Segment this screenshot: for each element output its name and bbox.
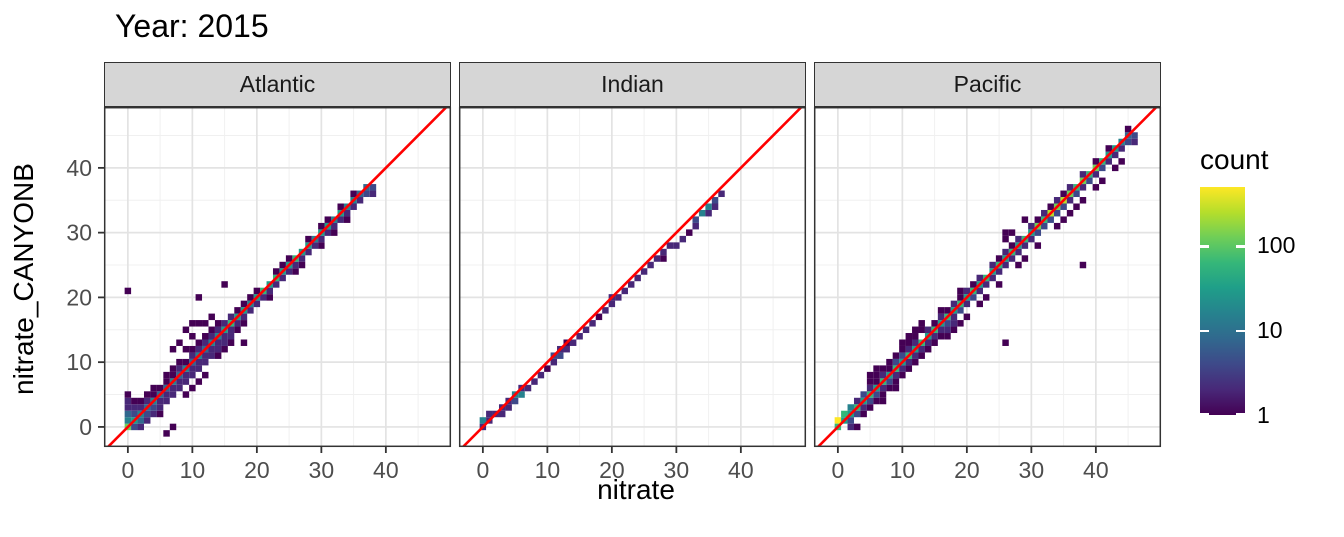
legend-tick-label-100: 100	[1257, 232, 1296, 258]
svg-text:30: 30	[309, 457, 335, 483]
svg-text:0: 0	[476, 457, 489, 483]
x-axis-title: nitrate	[597, 474, 675, 505]
svg-text:10: 10	[180, 457, 206, 483]
svg-text:10: 10	[890, 457, 916, 483]
svg-text:0: 0	[121, 457, 134, 483]
legend-tick-dash	[1200, 412, 1209, 415]
svg-text:0: 0	[79, 414, 92, 440]
svg-text:40: 40	[728, 457, 754, 483]
facet-panel-pacific: 0 10 20 30 40	[813, 106, 1162, 483]
facet-panel-indian: 0 10 20 30 40	[458, 106, 807, 483]
facet-strip-pacific-label: Pacific	[953, 71, 1022, 97]
legend-tick-dash	[1236, 329, 1245, 333]
plot-title: Year: 2015	[115, 8, 269, 44]
legend-tick-label-1: 1	[1257, 402, 1270, 428]
facet-strip-indian: Indian	[459, 62, 806, 107]
facet-strip-atlantic: Atlantic	[104, 62, 451, 107]
legend-tick-dash	[1200, 329, 1209, 333]
svg-text:40: 40	[1083, 457, 1109, 483]
facet-strip-pacific: Pacific	[814, 62, 1161, 107]
svg-text:10: 10	[535, 457, 561, 483]
svg-text:30: 30	[1019, 457, 1045, 483]
svg-text:40: 40	[373, 457, 399, 483]
legend-tick-dash	[1236, 245, 1245, 248]
svg-text:20: 20	[599, 457, 625, 483]
legend-tick-label-10: 10	[1257, 317, 1283, 343]
svg-text:40: 40	[66, 155, 92, 181]
svg-text:20: 20	[954, 457, 980, 483]
svg-text:30: 30	[66, 220, 92, 246]
facet-strip-indian-label: Indian	[601, 71, 664, 97]
legend-tick-dash	[1200, 245, 1209, 248]
legend-gradient	[1200, 187, 1245, 415]
y-axis-title: nitrate_CANYONB	[8, 163, 39, 395]
facet-panel-atlantic: 0 10 20 30 40 0 10 20 30 40	[66, 106, 452, 483]
svg-text:0: 0	[831, 457, 844, 483]
legend-title: count	[1200, 144, 1269, 175]
svg-text:30: 30	[664, 457, 690, 483]
svg-text:20: 20	[244, 457, 270, 483]
legend-tick-dash	[1236, 412, 1245, 415]
svg-text:20: 20	[66, 284, 92, 310]
facet-strip-atlantic-label: Atlantic	[239, 71, 316, 97]
svg-text:10: 10	[66, 349, 92, 375]
